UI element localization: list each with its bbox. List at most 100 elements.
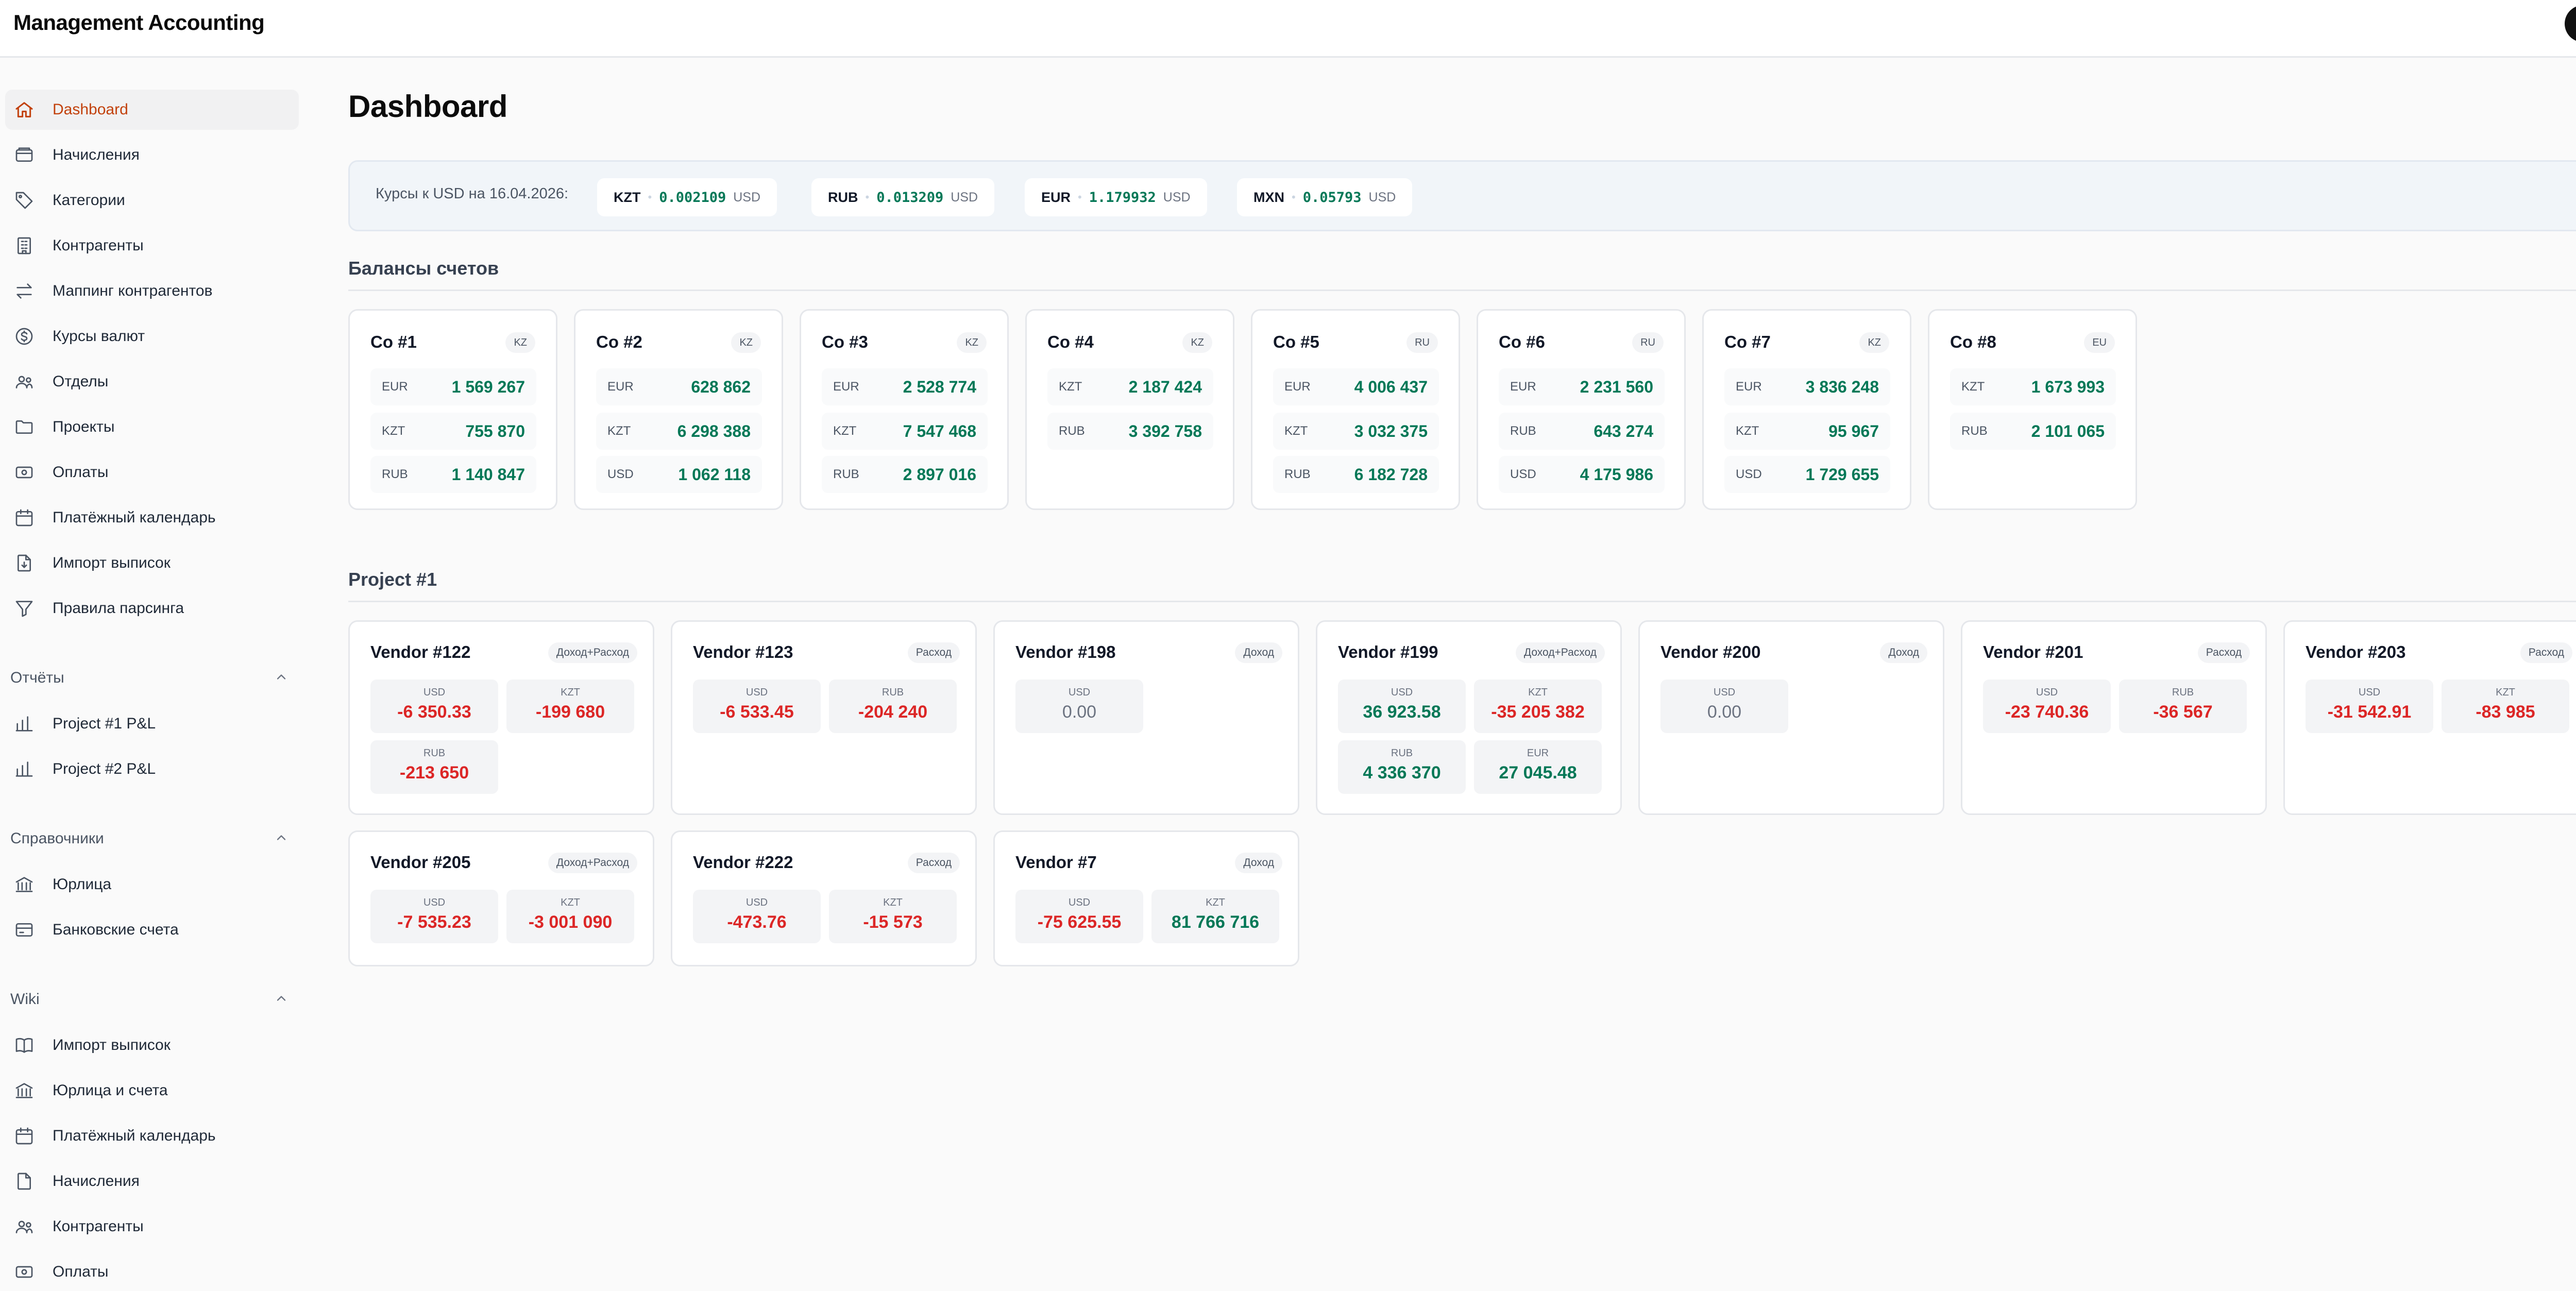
tile-currency: USD — [423, 687, 446, 698]
sidebar-item-wiki-statement-import[interactable]: Импорт выписок — [5, 1025, 299, 1065]
tile-currency: EUR — [1527, 748, 1549, 759]
vendor-card[interactable]: Vendor #123 Расход USD -6 533.45 RUB -204 240 — [671, 620, 977, 815]
sidebar-item-categories[interactable]: Категории — [5, 180, 299, 220]
sidebar-item-project-1-pl[interactable]: Project #1 P&L — [5, 704, 299, 744]
sidebar-item-label: Правила парсинга — [53, 600, 184, 617]
section-wiki-toggle[interactable]: Wiki — [10, 984, 289, 1015]
vendor-card[interactable]: Vendor #201 Расход USD -23 740.36 RUB -36 567 — [1961, 620, 2267, 815]
balance-amount: 95 967 — [1828, 421, 1879, 440]
balance-currency: EUR — [1736, 380, 1762, 394]
company-card[interactable]: Co #6 RU EUR 2 231 560 RUB 643 274 USD 4 175 98… — [1477, 309, 1686, 510]
tile-amount: 36 923.58 — [1363, 702, 1441, 722]
balance-currency: KZT — [1961, 380, 1985, 394]
balance-amount: 2 231 560 — [1580, 377, 1653, 396]
vendor-type-badge: Доход — [1235, 642, 1282, 663]
sidebar-item-label: Категории — [53, 192, 125, 209]
sidebar-item-dashboard[interactable]: Dashboard — [5, 90, 299, 130]
balance-amount: 755 870 — [465, 421, 525, 440]
sidebar-item-label: Отделы — [53, 373, 109, 390]
tile-currency: USD — [1068, 897, 1091, 908]
balance-currency: RUB — [1059, 424, 1085, 438]
exchange-rates-bar: Курсы к USD на 16.04.2026: KZT • 0.00210… — [348, 160, 2576, 231]
company-card[interactable]: Co #2 KZ EUR 628 862 KZT 6 298 388 USD 1 062 11… — [574, 309, 783, 510]
tile-amount: 81 766 716 — [1171, 912, 1260, 932]
rate-unit: USD — [733, 190, 761, 205]
amount-tile: USD -23 740.36 — [1983, 680, 2111, 733]
tag-icon — [12, 189, 36, 212]
sidebar-item-label: Project #1 P&L — [53, 715, 156, 732]
sidebar-item-legal-entities[interactable]: Юрлица — [5, 864, 299, 905]
company-card[interactable]: Co #7 KZ EUR 3 836 248 KZT 95 967 USD 1 729 655 — [1702, 309, 1911, 510]
vendor-name: Vendor #222 — [693, 853, 793, 872]
company-card[interactable]: Co #4 KZ KZT 2 187 424 RUB 3 392 758 — [1025, 309, 1234, 510]
sidebar-item-payment-calendar[interactable]: Платёжный календарь — [5, 498, 299, 538]
sidebar-item-projects[interactable]: Проекты — [5, 407, 299, 447]
company-card[interactable]: Co #5 RU EUR 4 006 437 KZT 3 032 375 RUB 6 182 … — [1251, 309, 1460, 510]
rate-code: MXN — [1253, 189, 1284, 205]
project-heading: Project #1 — [348, 569, 437, 590]
rate-chip-mxn: MXN • 0.05793 USD — [1237, 178, 1413, 216]
tile-amount: -6 350.33 — [397, 702, 471, 722]
country-badge: KZ — [1859, 332, 1889, 353]
balance-row: KZT 3 032 375 — [1273, 413, 1439, 450]
balance-amount: 6 298 388 — [677, 421, 751, 440]
balance-amount: 2 897 016 — [903, 465, 976, 484]
vendor-card[interactable]: Vendor #200 Доход USD 0.00 — [1638, 620, 1944, 815]
balance-row: USD 1 062 118 — [596, 456, 762, 493]
balance-row: KZT 1 673 993 — [1950, 368, 2116, 405]
balance-row: EUR 3 836 248 — [1724, 368, 1890, 405]
section-reports-toggle[interactable]: Отчёты — [10, 663, 289, 693]
sidebar-item-departments[interactable]: Отделы — [5, 362, 299, 402]
banknote-icon — [12, 1260, 36, 1284]
vendor-card[interactable]: Vendor #199 Доход+Расход USD 36 923.58 KZT -3… — [1316, 620, 1622, 815]
sidebar-item-counterparty-mapping[interactable]: Маппинг контрагентов — [5, 271, 299, 311]
tile-currency: USD — [1391, 687, 1413, 698]
banknote-icon — [12, 461, 36, 484]
amount-tile: KZT 81 766 716 — [1151, 890, 1279, 943]
balance-currency: EUR — [382, 380, 408, 394]
vendor-card[interactable]: Vendor #198 Доход USD 0.00 — [993, 620, 1299, 815]
balance-row: RUB 6 182 728 — [1273, 456, 1439, 493]
company-card[interactable]: Co #8 EU KZT 1 673 993 RUB 2 101 065 — [1928, 309, 2137, 510]
vendor-card[interactable]: Vendor #7 Доход USD -75 625.55 KZT 81 766 716 — [993, 830, 1299, 966]
balance-amount: 628 862 — [691, 377, 751, 396]
tile-amount: -83 985 — [2476, 702, 2535, 722]
sidebar-item-wiki-payments[interactable]: Оплаты — [5, 1252, 299, 1291]
tile-amount: -75 625.55 — [1037, 912, 1122, 932]
sidebar-item-wiki-accruals[interactable]: Начисления — [5, 1161, 299, 1201]
balance-row: KZT 755 870 — [370, 413, 536, 450]
sidebar-item-project-2-pl[interactable]: Project #2 P&L — [5, 749, 299, 789]
vendor-type-badge: Расход — [2520, 642, 2572, 663]
vendor-card[interactable]: Vendor #205 Доход+Расход USD -7 535.23 KZT -3… — [348, 830, 654, 966]
vendor-type-badge: Расход — [907, 642, 960, 663]
chevron-up-icon — [274, 991, 289, 1008]
sidebar-item-wiki-counterparties[interactable]: Контрагенты — [5, 1207, 299, 1247]
sidebar-item-counterparties[interactable]: Контрагенты — [5, 226, 299, 266]
sidebar-item-wiki-entities-accounts[interactable]: Юрлица и счета — [5, 1071, 299, 1111]
sidebar-item-bank-accounts[interactable]: Банковские счета — [5, 910, 299, 950]
amount-tile: KZT -3 001 090 — [506, 890, 634, 943]
rate-separator: • — [865, 191, 870, 203]
vendor-card[interactable]: Vendor #122 Доход+Расход USD -6 350.33 KZT -1… — [348, 620, 654, 815]
sidebar-item-wiki-payment-calendar[interactable]: Платёжный календарь — [5, 1116, 299, 1156]
balances-divider — [348, 290, 2576, 291]
balance-row: EUR 628 862 — [596, 368, 762, 405]
sidebar-item-accruals[interactable]: Начисления — [5, 135, 299, 175]
file-import-icon — [12, 551, 36, 575]
sidebar-item-label: Банковские счета — [53, 921, 179, 938]
sidebar-item-payments[interactable]: Оплаты — [5, 452, 299, 492]
company-name: Co #2 — [596, 332, 642, 351]
sidebar-item-currency-rates[interactable]: Курсы валют — [5, 316, 299, 356]
company-card[interactable]: Co #1 KZ EUR 1 569 267 KZT 755 870 RUB 1 140 84… — [348, 309, 557, 510]
vendor-card[interactable]: Vendor #203 Расход USD -31 542.91 KZT -83 985 — [2283, 620, 2576, 815]
vendor-card[interactable]: Vendor #222 Расход USD -473.76 KZT -15 573 — [671, 830, 977, 966]
home-icon — [12, 98, 36, 122]
user-avatar[interactable]: A — [2565, 5, 2576, 42]
sidebar-item-statement-import[interactable]: Импорт выписок — [5, 543, 299, 583]
section-refs-toggle[interactable]: Справочники — [10, 823, 289, 854]
company-card[interactable]: Co #3 KZ EUR 2 528 774 KZT 7 547 468 RUB 2 897 … — [800, 309, 1009, 510]
balance-amount: 3 392 758 — [1128, 421, 1202, 440]
sidebar-item-label: Проекты — [53, 418, 115, 435]
sidebar-item-parsing-rules[interactable]: Правила парсинга — [5, 588, 299, 628]
chevron-up-icon — [274, 670, 289, 687]
